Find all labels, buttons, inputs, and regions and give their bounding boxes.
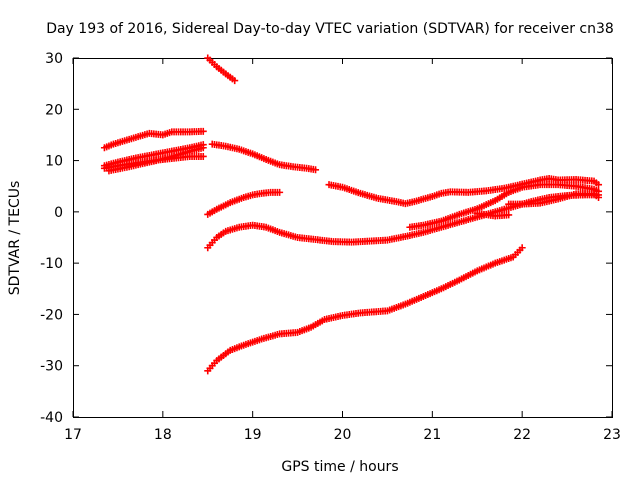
data-series xyxy=(204,54,239,85)
y-tick-label: 10 xyxy=(45,154,63,170)
x-tick-label: 23 xyxy=(603,427,621,443)
x-tick-label: 21 xyxy=(423,427,441,443)
x-tick-label: 22 xyxy=(513,427,531,443)
y-tick-label: -20 xyxy=(40,307,63,323)
data-point xyxy=(199,127,207,135)
data-point xyxy=(231,77,239,85)
x-axis-label: GPS time / hours xyxy=(281,459,398,475)
data-point xyxy=(505,211,513,219)
data-series xyxy=(406,181,603,231)
data-point xyxy=(199,152,207,160)
y-axis-label: SDTVAR / TECUs xyxy=(7,181,23,296)
data-series xyxy=(208,140,320,174)
data-points xyxy=(100,54,603,375)
data-point xyxy=(595,193,603,201)
data-series xyxy=(473,209,513,220)
data-series xyxy=(100,127,207,152)
x-tick-label: 19 xyxy=(244,427,262,443)
x-tick-label: 20 xyxy=(334,427,352,443)
x-tick-label: 17 xyxy=(64,427,82,443)
y-tick-label: -30 xyxy=(40,359,63,375)
data-point xyxy=(312,166,320,174)
y-tick-label: 30 xyxy=(45,51,63,67)
chart-title: Day 193 of 2016, Sidereal Day-to-day VTE… xyxy=(46,21,614,37)
data-series xyxy=(100,141,207,170)
plot-frame xyxy=(73,58,613,418)
data-point xyxy=(595,181,603,189)
y-tick-label: 20 xyxy=(45,102,63,118)
axis-ticks: 17 18 19 20 21 22 23 -40 -30 -20 -10 0 10 20 30 xyxy=(40,51,621,443)
data-series xyxy=(325,175,603,208)
y-tick-label: -10 xyxy=(40,256,63,272)
data-point xyxy=(199,144,207,152)
x-tick-label: 18 xyxy=(154,427,172,443)
y-tick-label: 0 xyxy=(54,205,63,221)
y-tick-label: -40 xyxy=(40,410,63,426)
data-series xyxy=(204,244,526,375)
data-point xyxy=(518,244,526,252)
data-point xyxy=(595,187,603,195)
data-series xyxy=(204,188,284,218)
data-series xyxy=(105,144,207,175)
data-series xyxy=(505,190,603,208)
data-point xyxy=(276,188,284,196)
